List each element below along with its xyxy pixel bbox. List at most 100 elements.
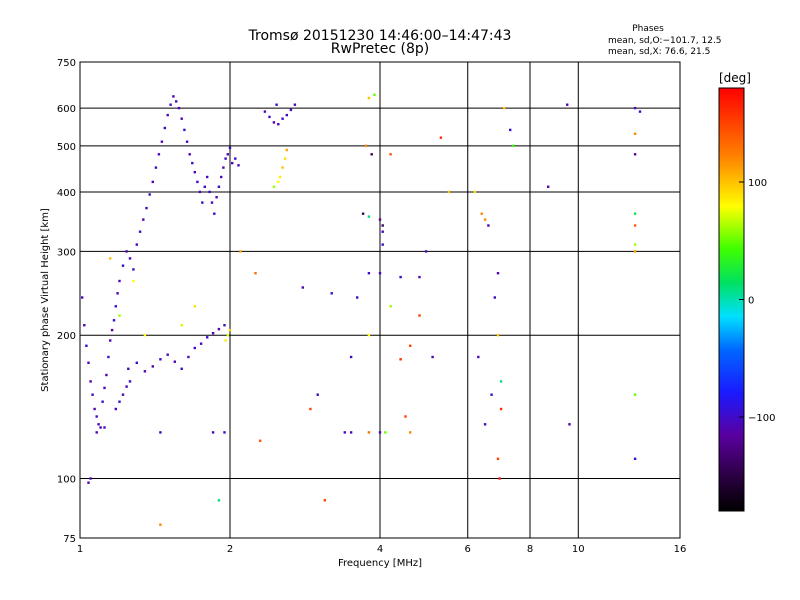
data-point — [127, 367, 130, 370]
data-point — [378, 218, 382, 221]
data-point — [148, 193, 151, 196]
data-point — [277, 123, 280, 126]
data-point — [547, 185, 550, 188]
data-point — [509, 128, 512, 132]
data-point — [223, 324, 226, 327]
data-point — [268, 115, 271, 119]
data-point — [285, 113, 288, 117]
data-point — [367, 215, 371, 218]
data-point — [132, 268, 135, 271]
data-point — [157, 153, 161, 156]
data-point — [378, 272, 382, 275]
data-point — [143, 334, 147, 337]
data-point — [220, 175, 223, 179]
data-point — [83, 324, 86, 327]
x-axis-label: Frequency [MHz] — [338, 558, 422, 569]
data-point — [159, 358, 162, 361]
data-point — [114, 305, 117, 308]
data-point — [361, 212, 365, 215]
data-point — [224, 339, 227, 342]
x-tick-label: 6 — [465, 544, 471, 555]
data-point — [316, 393, 319, 396]
data-point — [87, 481, 90, 484]
data-point — [226, 153, 229, 156]
data-point — [278, 175, 282, 179]
data-point — [105, 373, 108, 377]
data-point — [633, 212, 637, 215]
y-tick-label: 200 — [57, 331, 76, 342]
data-point — [277, 180, 280, 184]
x-tick-label: 1 — [77, 544, 83, 555]
data-point — [289, 108, 293, 112]
colorbar-tick-label: 100 — [748, 178, 767, 189]
y-tick-label: 400 — [57, 188, 76, 199]
data-point — [381, 243, 384, 246]
x-tick-label: 4 — [377, 544, 383, 555]
data-point — [112, 319, 116, 322]
chart-subtitle: RwPretec (8p) — [331, 41, 429, 57]
data-point — [217, 327, 221, 331]
data-point — [99, 426, 102, 429]
data-point — [399, 275, 402, 279]
data-point — [633, 106, 637, 110]
data-point — [203, 185, 206, 188]
phases-stats-o: mean, sd,O:−101.7, 12.5 — [608, 36, 722, 46]
data-point — [330, 292, 333, 295]
data-point — [228, 146, 232, 150]
data-point — [281, 166, 284, 169]
data-point — [364, 144, 368, 147]
data-point — [91, 393, 94, 396]
data-point — [633, 153, 637, 156]
y-tick-label: 600 — [57, 104, 76, 115]
data-point — [272, 185, 276, 188]
data-point — [206, 175, 209, 179]
data-point — [633, 132, 637, 135]
data-point — [198, 190, 202, 194]
colorbar-tick-label: −100 — [748, 413, 775, 424]
data-point — [499, 407, 503, 411]
data-point — [128, 257, 132, 260]
data-point — [145, 206, 148, 210]
phases-stats-x: mean, sd,X: 76.6, 21.5 — [608, 47, 710, 57]
data-point — [172, 95, 175, 98]
colorbar-tick-label: 0 — [748, 296, 754, 307]
data-point — [187, 355, 190, 359]
data-point — [89, 380, 92, 383]
x-tick-label: 2 — [227, 544, 233, 555]
data-point — [633, 457, 637, 460]
data-point — [183, 128, 186, 132]
x-tick-label: 10 — [572, 544, 585, 555]
data-point — [188, 153, 191, 156]
data-point — [110, 328, 114, 332]
data-point — [118, 279, 121, 283]
data-point — [439, 136, 443, 139]
data-point — [103, 386, 106, 390]
data-point — [323, 499, 326, 502]
y-tick-label: 750 — [57, 58, 76, 69]
data-point — [285, 148, 288, 152]
data-point — [259, 439, 262, 442]
data-point — [404, 415, 407, 418]
data-point — [151, 180, 154, 184]
data-point — [89, 477, 92, 480]
data-point — [215, 196, 218, 199]
data-point — [163, 126, 166, 130]
data-point — [231, 161, 234, 165]
data-point — [222, 166, 225, 169]
data-point — [109, 339, 112, 342]
data-point — [166, 353, 169, 356]
data-point — [118, 400, 121, 403]
data-point — [128, 380, 132, 383]
data-point — [367, 96, 371, 100]
data-point — [473, 190, 476, 194]
data-point — [95, 431, 98, 434]
data-point — [193, 171, 196, 174]
data-point — [503, 106, 506, 110]
data-point — [81, 296, 84, 299]
data-point — [160, 140, 164, 143]
data-point — [418, 314, 421, 317]
data-point — [85, 344, 88, 347]
data-point — [281, 117, 284, 120]
data-point — [159, 431, 162, 434]
